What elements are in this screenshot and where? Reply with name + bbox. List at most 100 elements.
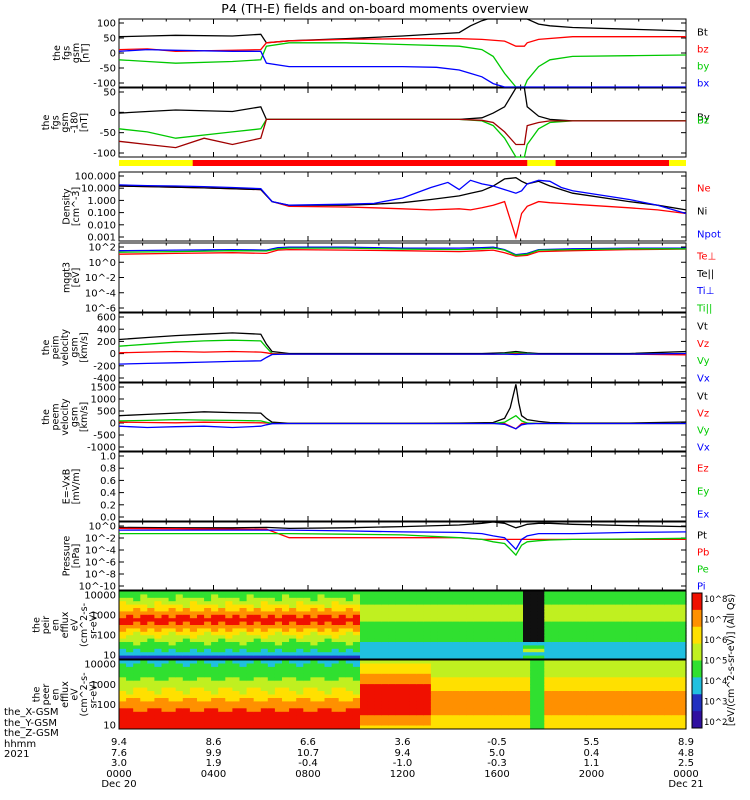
heatmap-cell (303, 719, 311, 723)
heatmap-cell (629, 708, 637, 712)
heatmap-cell (154, 719, 162, 723)
heatmap-cell (473, 684, 481, 688)
heatmap-cell (119, 719, 127, 723)
y-axis-label: [nPa] (71, 544, 82, 569)
x-tick-label-hhmm: 2000 (579, 769, 604, 780)
heatmap-cell (254, 691, 262, 695)
heatmap-cell (573, 708, 581, 712)
heatmap-cell (629, 667, 637, 671)
heatmap-cell (303, 691, 311, 695)
heatmap-cell (417, 691, 425, 695)
heatmap-cell (176, 660, 184, 664)
heatmap-cell (275, 719, 283, 723)
heatmap-cell (544, 674, 552, 678)
heatmap-cell (481, 708, 489, 712)
heatmap-cell (679, 674, 687, 678)
heatmap-cell (523, 701, 531, 705)
heatmap-cell (672, 719, 680, 723)
heatmap-cell (183, 684, 191, 688)
heatmap-cell (204, 701, 212, 705)
heatmap-cell (601, 701, 609, 705)
heatmap-cell (126, 695, 134, 699)
heatmap-cell (310, 667, 318, 671)
heatmap-cell (190, 695, 198, 699)
heatmap-cell (580, 674, 588, 678)
heatmap-cell (381, 667, 389, 671)
y-tick-label: -50 (100, 64, 116, 75)
y-tick-label: 1500 (91, 383, 116, 394)
heatmap-cell (395, 719, 403, 723)
heatmap-cell (502, 708, 510, 712)
heatmap-cell (551, 660, 559, 664)
heatmap-cell (381, 684, 389, 688)
heatmap-cell (516, 708, 524, 712)
heatmap-cell (388, 667, 396, 671)
y-axis-label: sr-eV) (89, 611, 100, 639)
heatmap-cell (204, 708, 212, 712)
colorbar-tick-label: 10^6 (704, 636, 727, 646)
heatmap-cell (303, 701, 311, 705)
y-tick-label: 0 (110, 419, 116, 430)
heatmap-cell (445, 667, 453, 671)
heatmap-cell (530, 667, 538, 671)
heatmap-cell (601, 708, 609, 712)
heatmap-cell (502, 667, 510, 671)
heatmap-cell (154, 660, 162, 664)
heatmap-cell (509, 667, 517, 671)
heatmap-cell (225, 667, 233, 671)
heatmap-cell (140, 719, 148, 723)
heatmap-cell (154, 708, 162, 712)
heatmap-cell (417, 667, 425, 671)
heatmap-cell (261, 695, 269, 699)
heatmap-cell (275, 701, 283, 705)
heatmap-cell (183, 660, 191, 664)
heatmap-cell (154, 674, 162, 678)
heatmap-cell (445, 660, 453, 664)
heatmap-cell (268, 667, 276, 671)
y-axis-label: [nT] (79, 113, 90, 132)
y-tick-label: 50 (103, 88, 116, 99)
heatmap-cell (169, 695, 177, 699)
heatmap-cell (523, 684, 531, 688)
heatmap-cell (488, 674, 496, 678)
heatmap-cell (225, 695, 233, 699)
heatmap-cell (275, 708, 283, 712)
heatmap-cell (190, 667, 198, 671)
heatmap-cell (530, 660, 538, 664)
heatmap-cell (261, 660, 269, 664)
panel-peer_efflux: 10000100010010thepeereneffluxeV(cm^2-s-s… (32, 660, 687, 732)
heatmap-cell (339, 695, 347, 699)
heatmap-cell (296, 691, 304, 695)
heatmap-cell (360, 674, 368, 678)
heatmap-cell (282, 701, 290, 705)
heatmap-cell (530, 674, 538, 678)
heatmap-cell (154, 701, 162, 705)
colorbar-segment (692, 677, 702, 694)
series-line-Vt (119, 384, 686, 423)
heatmap-cell (516, 719, 524, 723)
heatmap-cell (353, 660, 361, 664)
heatmap-cell (360, 708, 368, 712)
heatmap-cell (530, 684, 538, 688)
heatmap-cell (608, 701, 616, 705)
heatmap-cell (488, 719, 496, 723)
heatmap-cell (636, 660, 644, 664)
heatmap-cell (516, 660, 524, 664)
heatmap-cell (325, 708, 333, 712)
heatmap-cell (580, 708, 588, 712)
legend-entry: Pe (697, 565, 709, 576)
heatmap-cell (162, 660, 170, 664)
heatmap-cell (225, 719, 233, 723)
heatmap-cell (232, 701, 240, 705)
heatmap-cell (502, 684, 510, 688)
heatmap-cell (558, 684, 566, 688)
heatmap-cell (580, 667, 588, 671)
heatmap-cell (261, 684, 269, 688)
heatmap-cell (162, 701, 170, 705)
colorbar-segment (692, 627, 702, 644)
x-tick-label-Z_GSM: -1.0 (393, 758, 413, 769)
heatmap-cell (374, 719, 382, 723)
heatmap-cell (438, 674, 446, 678)
heatmap-cell (523, 674, 531, 678)
heatmap-cell (544, 691, 552, 695)
